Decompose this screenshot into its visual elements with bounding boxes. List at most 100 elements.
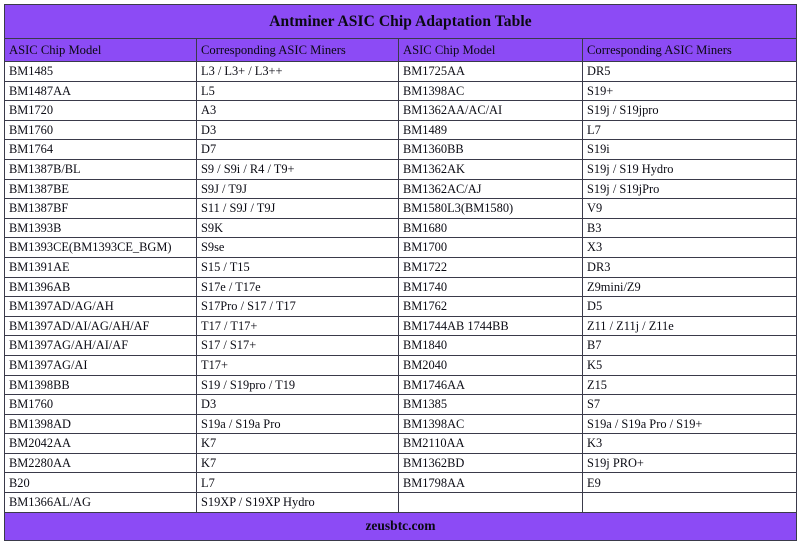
cell-asic-chip-model-left: BM1396AB xyxy=(4,276,197,298)
table-row: B20 L7 BM1798AA E9 xyxy=(4,472,797,494)
cell-asic-chip-model-left: BM1387BF xyxy=(4,198,197,219)
cell-corresponding-miners-left: T17+ xyxy=(196,354,399,376)
cell-asic-chip-model-left: B20 xyxy=(4,472,197,494)
table-footer-row: zeusbtc.com xyxy=(4,511,797,541)
cell-corresponding-miners-right: S19a / S19a Pro / S19+ xyxy=(582,413,797,435)
cell-corresponding-miners-right: K5 xyxy=(582,354,797,376)
cell-corresponding-miners-right: V9 xyxy=(582,198,797,219)
table-row: BM1397AG/AH/AI/AF S17 / S17+ BM1840 B7 xyxy=(4,335,797,356)
cell-corresponding-miners-left: S19a / S19a Pro xyxy=(196,413,399,435)
table-row: BM2280AA K7 BM1362BD S19j PRO+ xyxy=(4,452,797,474)
cell-asic-chip-model-right: BM1362AC/AJ xyxy=(398,178,583,200)
table-row: BM1397AG/AI T17+ BM2040 K5 xyxy=(4,354,797,376)
table-row: BM1764 D7 BM1360BB S19i xyxy=(4,139,797,160)
cell-corresponding-miners-left: S17e / T17e xyxy=(196,276,399,298)
cell-corresponding-miners-left: S19XP / S19XP Hydro xyxy=(196,492,399,513)
table-row: BM1760 D3 BM1385 S7 xyxy=(4,394,797,415)
cell-corresponding-miners-left: S9 / S9i / R4 / T9+ xyxy=(196,158,399,180)
cell-asic-chip-model-left: BM1398AD xyxy=(4,413,197,435)
cell-asic-chip-model-right: BM1398AC xyxy=(398,80,583,102)
cell-asic-chip-model-left: BM1720 xyxy=(4,100,197,121)
cell-corresponding-miners-right: DR3 xyxy=(582,256,797,278)
cell-asic-chip-model-right: BM1398AC xyxy=(398,413,583,435)
cell-corresponding-miners-right: S19i xyxy=(582,139,797,160)
antminer-chip-adaptation-table: Antminer ASIC Chip Adaptation Table ASIC… xyxy=(4,4,797,541)
cell-corresponding-miners-left: S19 / S19pro / T19 xyxy=(196,374,399,396)
cell-asic-chip-model-left: BM1366AL/AG xyxy=(4,492,197,513)
column-header-corresponding-asic-miners-1: Corresponding ASIC Miners xyxy=(196,38,399,62)
cell-asic-chip-model-left: BM1387BE xyxy=(4,178,197,200)
cell-asic-chip-model-right: BM1580L3(BM1580) xyxy=(398,198,583,219)
cell-corresponding-miners-right: L7 xyxy=(582,119,797,141)
cell-corresponding-miners-left: A3 xyxy=(196,100,399,121)
cell-corresponding-miners-right: B3 xyxy=(582,217,797,239)
cell-asic-chip-model-right: BM1798AA xyxy=(398,472,583,494)
cell-asic-chip-model-left: BM1397AG/AI xyxy=(4,354,197,376)
cell-asic-chip-model-right: BM1744AB 1744BB xyxy=(398,315,583,337)
table-row: BM1387BF S11 / S9J / T9J BM1580L3(BM1580) V… xyxy=(4,198,797,219)
cell-asic-chip-model-right: BM1700 xyxy=(398,237,583,258)
cell-asic-chip-model-right: BM1725AA xyxy=(398,61,583,82)
table-row: BM1485 L3 / L3+ / L3++ BM1725AA DR5 xyxy=(4,61,797,82)
column-header-corresponding-asic-miners-2: Corresponding ASIC Miners xyxy=(582,38,797,62)
cell-asic-chip-model-left: BM1487AA xyxy=(4,80,197,102)
cell-asic-chip-model-right: BM1385 xyxy=(398,394,583,415)
cell-corresponding-miners-left: L3 / L3+ / L3++ xyxy=(196,61,399,82)
table-row: BM1487AA L5 BM1398AC S19+ xyxy=(4,80,797,102)
cell-corresponding-miners-left: S9se xyxy=(196,237,399,258)
cell-corresponding-miners-right: Z11 / Z11j / Z11e xyxy=(582,315,797,337)
chip-table-container: Antminer ASIC Chip Adaptation Table ASIC… xyxy=(4,4,797,541)
cell-asic-chip-model-left: BM1760 xyxy=(4,119,197,141)
cell-corresponding-miners-right: B7 xyxy=(582,335,797,356)
table-row: BM1387B/BL S9 / S9i / R4 / T9+ BM1362AK S19… xyxy=(4,158,797,180)
cell-corresponding-miners-right: S19j / S19jpro xyxy=(582,100,797,121)
cell-asic-chip-model-right: BM1746AA xyxy=(398,374,583,396)
cell-asic-chip-model-right: BM1489 xyxy=(398,119,583,141)
page-title: Antminer ASIC Chip Adaptation Table xyxy=(4,4,797,39)
table-row: BM1760 D3 BM1489 L7 xyxy=(4,119,797,141)
cell-corresponding-miners-left: L7 xyxy=(196,472,399,494)
cell-corresponding-miners-right: S19j PRO+ xyxy=(582,452,797,474)
cell-corresponding-miners-right: DR5 xyxy=(582,61,797,82)
cell-asic-chip-model-left: BM1387B/BL xyxy=(4,158,197,180)
table-row: BM1396AB S17e / T17e BM1740 Z9mini/Z9 xyxy=(4,276,797,298)
table-row: BM1397AD/AG/AH S17Pro / S17 / T17 BM1762 D5 xyxy=(4,296,797,317)
cell-corresponding-miners-right: E9 xyxy=(582,472,797,494)
cell-asic-chip-model-left: BM1485 xyxy=(4,61,197,82)
table-row: BM1393B S9K BM1680 B3 xyxy=(4,217,797,239)
cell-corresponding-miners-left: S17Pro / S17 / T17 xyxy=(196,296,399,317)
site-watermark: zeusbtc.com xyxy=(4,511,797,541)
cell-asic-chip-model-left: BM1397AD/AG/AH xyxy=(4,296,197,317)
cell-asic-chip-model-right: BM2110AA xyxy=(398,433,583,454)
cell-asic-chip-model-left: BM1391AE xyxy=(4,256,197,278)
cell-corresponding-miners-left: S11 / S9J / T9J xyxy=(196,198,399,219)
table-row: BM2042AA K7 BM2110AA K3 xyxy=(4,433,797,454)
table-row: BM1720 A3 BM1362AA/AC/AI S19j / S19jpro xyxy=(4,100,797,121)
cell-asic-chip-model-right: BM1362AA/AC/AI xyxy=(398,100,583,121)
cell-corresponding-miners-right: Z9mini/Z9 xyxy=(582,276,797,298)
cell-corresponding-miners-right: Z15 xyxy=(582,374,797,396)
cell-corresponding-miners-left: D7 xyxy=(196,139,399,160)
table-row: BM1366AL/AG S19XP / S19XP Hydro xyxy=(4,492,797,513)
cell-corresponding-miners-right: S7 xyxy=(582,394,797,415)
cell-corresponding-miners-right: X3 xyxy=(582,237,797,258)
cell-corresponding-miners-left: K7 xyxy=(196,433,399,454)
cell-corresponding-miners-left: K7 xyxy=(196,452,399,474)
cell-asic-chip-model-left: BM1393B xyxy=(4,217,197,239)
cell-asic-chip-model-right: BM1362AK xyxy=(398,158,583,180)
cell-corresponding-miners-right xyxy=(582,492,797,513)
cell-asic-chip-model-left: BM1760 xyxy=(4,394,197,415)
table-row: BM1393CE(BM1393CE_BGM) S9se BM1700 X3 xyxy=(4,237,797,258)
table-row: BM1397AD/AI/AG/AH/AF T17 / T17+ BM1744AB 1… xyxy=(4,315,797,337)
cell-asic-chip-model-right: BM1722 xyxy=(398,256,583,278)
cell-corresponding-miners-left: S9J / T9J xyxy=(196,178,399,200)
cell-asic-chip-model-right: BM2040 xyxy=(398,354,583,376)
table-row: BM1387BE S9J / T9J BM1362AC/AJ S19j / S19jP… xyxy=(4,178,797,200)
table-row: BM1391AE S15 / T15 BM1722 DR3 xyxy=(4,256,797,278)
cell-asic-chip-model-left: BM1764 xyxy=(4,139,197,160)
cell-corresponding-miners-right: S19j / S19 Hydro xyxy=(582,158,797,180)
table-header-row: ASIC Chip Model Corresponding ASIC Miner… xyxy=(4,38,797,62)
cell-corresponding-miners-left: T17 / T17+ xyxy=(196,315,399,337)
cell-asic-chip-model-right: BM1362BD xyxy=(398,452,583,474)
cell-asic-chip-model-left: BM2042AA xyxy=(4,433,197,454)
